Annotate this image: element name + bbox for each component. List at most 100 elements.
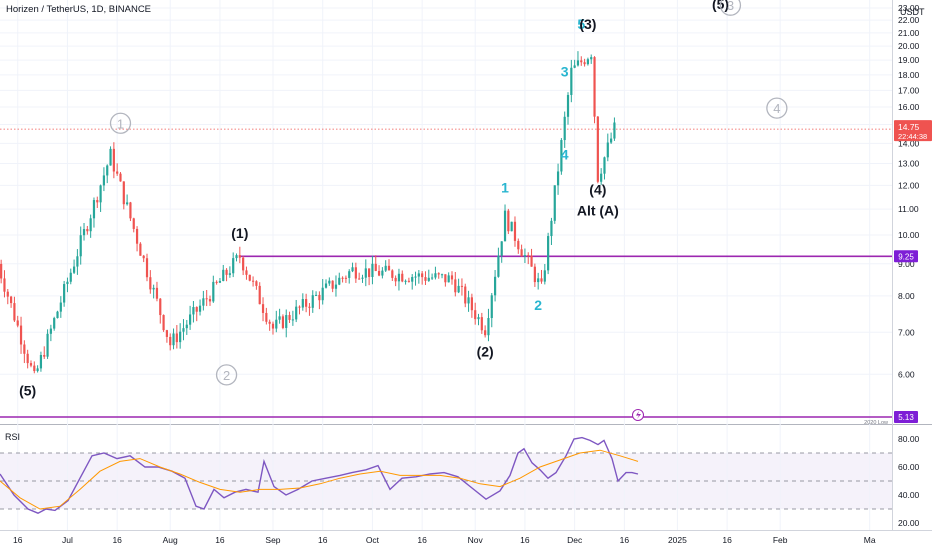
candle-body — [135, 228, 139, 244]
candle-body — [401, 273, 404, 282]
rsi-band — [0, 453, 892, 509]
candle-body — [235, 255, 238, 259]
candle-body — [560, 140, 563, 172]
level-badge — [894, 411, 918, 424]
wave-label[interactable]: Alt (A) — [577, 202, 619, 218]
candle-body — [334, 284, 338, 289]
candle-body — [79, 235, 82, 257]
candle-body — [3, 278, 6, 292]
candle-body — [112, 148, 115, 172]
wave-label[interactable]: (3) — [579, 16, 596, 32]
currency-label[interactable]: USDT — [900, 7, 925, 17]
candle-body — [265, 312, 268, 322]
rsi-line — [0, 436, 639, 514]
candle-body — [16, 320, 19, 326]
candle-body — [586, 59, 590, 65]
level-note: 2020 Low — [864, 420, 888, 426]
time-tick-label: 16 — [620, 535, 630, 545]
candle-body — [576, 60, 580, 66]
candle-body — [301, 299, 304, 308]
candle-body — [510, 221, 513, 232]
price-tick-label: 8.00 — [898, 291, 915, 301]
price-tick-label: 20.00 — [898, 41, 920, 51]
candle-body — [33, 365, 36, 372]
candle-body — [470, 297, 473, 311]
candle-body — [573, 65, 576, 68]
wave-label[interactable]: 5 — [577, 16, 585, 32]
candle-body — [0, 263, 3, 279]
candle-body — [391, 270, 394, 278]
wave-label[interactable]: (1) — [231, 225, 248, 241]
time-tick-label: Nov — [468, 535, 484, 545]
candle-body — [613, 122, 616, 139]
candle-body — [311, 295, 314, 308]
candle-body — [454, 279, 457, 293]
candle-body — [82, 229, 86, 236]
time-tick-label: Jul — [62, 535, 73, 545]
candle-body — [179, 331, 182, 343]
wave-circle-label[interactable] — [766, 97, 788, 119]
candle-body — [460, 285, 464, 287]
price-tick-label: 7.00 — [898, 327, 915, 337]
candle-body — [351, 267, 354, 272]
price-tick-label: 19.00 — [898, 55, 920, 65]
wave-circle-label[interactable] — [719, 0, 742, 16]
candle-body — [242, 257, 245, 271]
time-tick-label: Dec — [567, 535, 583, 545]
price-tick-label: 21.00 — [898, 28, 920, 38]
candle-body — [165, 330, 168, 337]
price-tick-label: 6.00 — [898, 369, 915, 379]
candle-body — [338, 277, 341, 285]
candle-body — [202, 298, 205, 306]
wave-label[interactable]: (4) — [589, 182, 606, 198]
level-badge — [894, 250, 918, 263]
rsi-tick-label: 20.00 — [898, 518, 920, 528]
candle-body — [23, 344, 26, 354]
price-tick-label: 10.00 — [898, 230, 920, 240]
candle-body — [361, 277, 364, 279]
time-tick-label: 16 — [417, 535, 427, 545]
candle-body — [99, 185, 102, 203]
candle-body — [109, 148, 112, 166]
candle-body — [76, 256, 79, 267]
price-tick-label: 14.00 — [898, 138, 920, 148]
candle-body — [69, 272, 72, 282]
wave-label[interactable]: 3 — [561, 63, 569, 79]
candle-body — [102, 175, 106, 186]
candle-body — [500, 241, 503, 256]
time-tick-label: 2025 — [668, 535, 687, 545]
candle-body — [129, 202, 132, 219]
candle-body — [397, 273, 401, 282]
candle-body — [13, 303, 16, 321]
candle-body — [92, 200, 96, 219]
candle-body — [530, 255, 533, 267]
wave-label: 4 — [773, 101, 780, 116]
wave-label[interactable]: 1 — [501, 179, 509, 195]
candle-body — [208, 299, 212, 302]
time-tick-label: 16 — [318, 535, 328, 545]
wave-label[interactable]: (2) — [477, 344, 494, 360]
candle-body — [503, 210, 507, 242]
candle-body — [46, 333, 49, 357]
candle-body — [427, 277, 430, 281]
wave-label[interactable]: 2 — [534, 297, 542, 313]
time-tick-label: Feb — [773, 535, 788, 545]
wave-circle-label[interactable] — [215, 364, 238, 386]
candle-body — [550, 220, 553, 237]
candle-body — [371, 263, 374, 277]
candle-body — [407, 280, 410, 282]
candle-body — [553, 185, 556, 221]
candle-body — [434, 273, 437, 278]
wave-label[interactable]: 4 — [561, 146, 569, 162]
candle-body — [63, 284, 66, 303]
time-tick-label: 16 — [13, 535, 23, 545]
candle-body — [72, 266, 76, 273]
main-pane[interactable] — [0, 0, 892, 424]
candle-body — [424, 277, 427, 281]
wave-label[interactable]: (5) — [19, 383, 36, 399]
candle-body — [106, 165, 109, 176]
candle-body — [298, 306, 301, 308]
wave-circle-label[interactable] — [109, 112, 132, 134]
